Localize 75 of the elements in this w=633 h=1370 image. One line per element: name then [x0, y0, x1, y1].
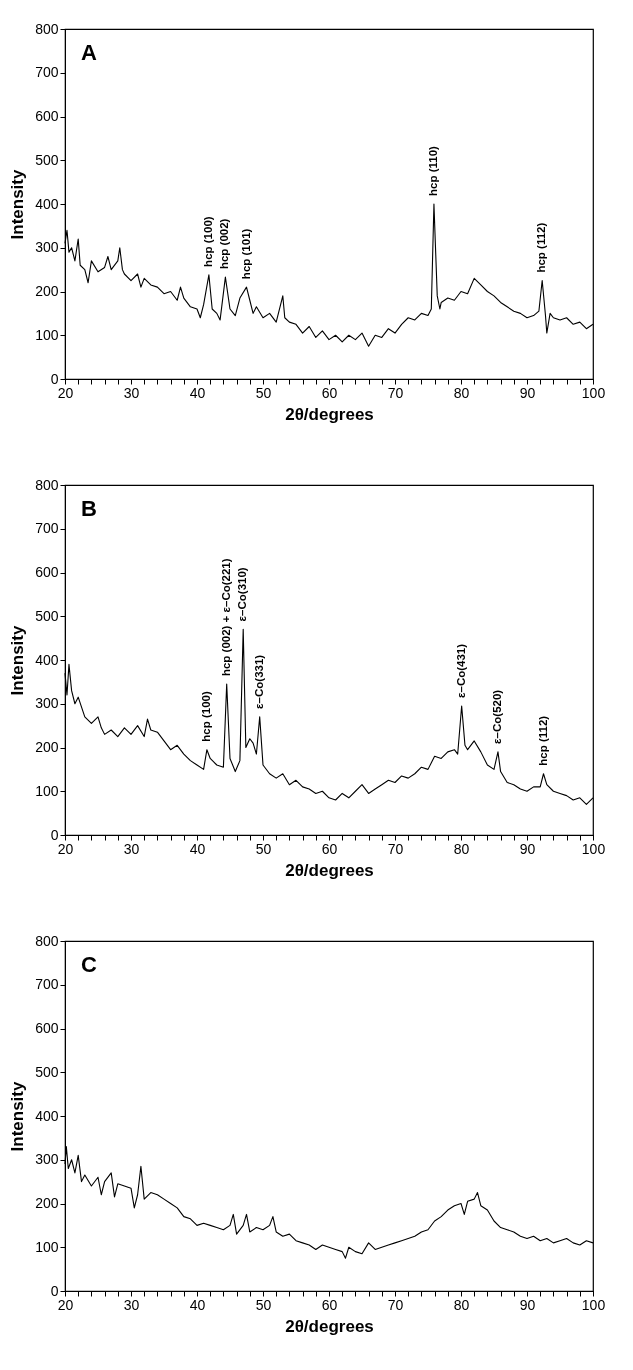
y-tick-label: 300 [35, 695, 59, 712]
y-tick-label: 600 [35, 108, 59, 124]
annotation: hcp (110) [426, 145, 439, 196]
y-tick-label: 400 [35, 1107, 59, 1124]
x-tick-label: 100 [581, 1296, 606, 1313]
x-tick-label: 100 [581, 384, 606, 401]
x-tick-label: 20 [57, 840, 74, 857]
x-tick-label: 80 [453, 384, 470, 401]
y-tick-label: 800 [35, 932, 59, 949]
x-tick-label: 50 [255, 384, 272, 401]
x-tick-label: 20 [57, 384, 74, 401]
annotation: hcp (101) [239, 228, 252, 280]
x-tick-label: 90 [519, 1296, 536, 1313]
y-tick-label: 700 [35, 520, 59, 537]
y-tick-label: 400 [35, 651, 59, 668]
x-tick-label: 70 [387, 1296, 404, 1313]
y-tick-label: 0 [50, 826, 59, 843]
x-tick-label: 90 [519, 840, 536, 857]
y-tick-label: 500 [35, 151, 59, 168]
y-tick-label: 500 [35, 1063, 59, 1080]
x-tick-label: 80 [453, 1296, 470, 1313]
x-tick-label: 50 [255, 1296, 272, 1313]
y-axis-title: Intensity [8, 1081, 28, 1152]
y-tick-label: 300 [35, 1151, 59, 1168]
x-tick-label: 40 [189, 1296, 206, 1313]
x-axis-title: 2θ/degrees [285, 404, 374, 424]
y-tick-label: 700 [35, 976, 59, 993]
x-tick-label: 80 [453, 840, 470, 857]
annotation: hcp (112) [535, 222, 548, 273]
x-tick-label: 50 [255, 840, 272, 857]
annotation: hcp (100) [199, 691, 212, 742]
y-tick-label: 100 [35, 326, 59, 343]
y-axis-title: Intensity [8, 625, 28, 696]
annotation: C [81, 952, 97, 977]
annotation: A [81, 40, 97, 65]
x-tick-label: 60 [321, 840, 338, 857]
x-tick-label: 100 [581, 840, 606, 857]
y-tick-label: 100 [35, 1238, 59, 1255]
y-tick-label: 400 [35, 195, 59, 212]
annotation: ε–Co(310) [236, 567, 249, 622]
annotation: B [81, 496, 97, 521]
x-tick-label: 90 [519, 384, 536, 401]
y-tick-label: 500 [35, 607, 59, 624]
x-tick-label: 60 [321, 384, 338, 401]
annotation: hcp (112) [536, 715, 549, 766]
y-tick-label: 200 [35, 283, 59, 299]
y-tick-label: 100 [35, 782, 59, 799]
x-tick-label: 40 [189, 840, 206, 857]
annotation: ε–Co(520) [490, 689, 503, 744]
x-axis-title: 2θ/degrees [285, 860, 374, 880]
x-tick-label: 70 [387, 384, 404, 401]
y-tick-label: 600 [35, 564, 59, 580]
x-tick-label: 30 [123, 1296, 140, 1313]
y-tick-label: 200 [35, 1195, 59, 1211]
annotation: hcp (002) + ε–Co(221) [219, 558, 232, 677]
x-tick-label: 70 [387, 840, 404, 857]
x-axis-title: 2θ/degrees [285, 1316, 374, 1336]
y-tick-label: 300 [35, 239, 59, 256]
annotation: ε–Co(331) [252, 654, 265, 709]
y-axis-title: Intensity [8, 169, 28, 240]
y-tick-label: 0 [50, 370, 59, 387]
x-tick-label: 20 [57, 1296, 74, 1313]
x-tick-label: 40 [189, 384, 206, 401]
y-tick-label: 700 [35, 64, 59, 81]
annotation: hcp (100) [201, 216, 214, 267]
annotation: ε–Co(431) [454, 643, 467, 698]
y-tick-label: 200 [35, 739, 59, 755]
y-tick-label: 600 [35, 1020, 59, 1036]
y-tick-label: 800 [35, 20, 59, 37]
x-tick-label: 60 [321, 1296, 338, 1313]
x-tick-label: 30 [123, 384, 140, 401]
x-tick-label: 30 [123, 840, 140, 857]
y-tick-label: 0 [50, 1282, 59, 1299]
y-tick-label: 800 [35, 476, 59, 493]
annotation: hcp (002) [218, 218, 231, 270]
